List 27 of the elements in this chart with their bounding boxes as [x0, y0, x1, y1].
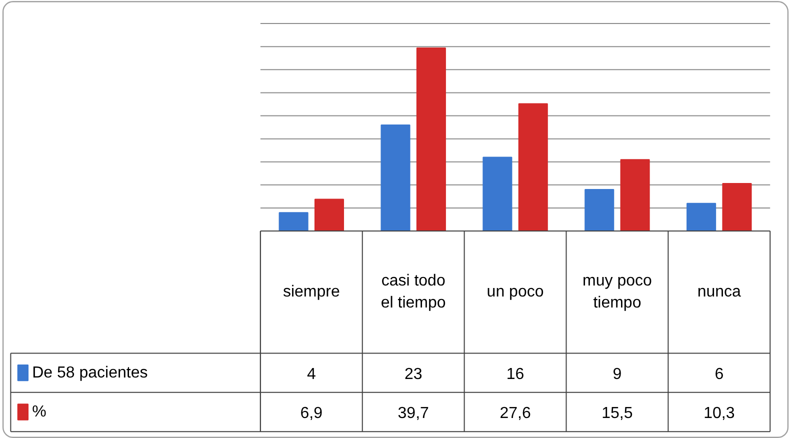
data-label: 23: [404, 366, 422, 383]
data-label: 16: [506, 366, 524, 383]
data-label: 9: [612, 366, 622, 383]
x-tick-label: un poco: [486, 284, 544, 301]
data-label: 15,5: [602, 404, 633, 422]
data-label: 6: [714, 366, 724, 383]
bar: [686, 202, 716, 232]
x-tick-label: siempre: [282, 284, 340, 301]
bar: [518, 103, 548, 232]
bar: [584, 189, 614, 232]
data-label: 39,7: [398, 404, 430, 422]
data-label: 4: [306, 366, 316, 383]
data-label: 27,6: [500, 404, 531, 422]
legend-label: De 58 pacientes: [32, 364, 148, 382]
bar: [314, 198, 344, 232]
x-tick-label: casi todo el tiempo: [380, 272, 446, 312]
x-tick-label: nunca: [697, 284, 742, 301]
data-label: 6,9: [300, 404, 323, 422]
bar: [482, 156, 512, 232]
bar: [722, 183, 752, 232]
bar: [620, 159, 650, 232]
bar: [416, 47, 446, 232]
legend-label: %: [32, 403, 46, 420]
bar: [278, 212, 308, 232]
x-tick-label: muy poco tiempo: [582, 272, 652, 312]
bar: [380, 124, 410, 232]
data-label: 10,3: [704, 404, 735, 422]
